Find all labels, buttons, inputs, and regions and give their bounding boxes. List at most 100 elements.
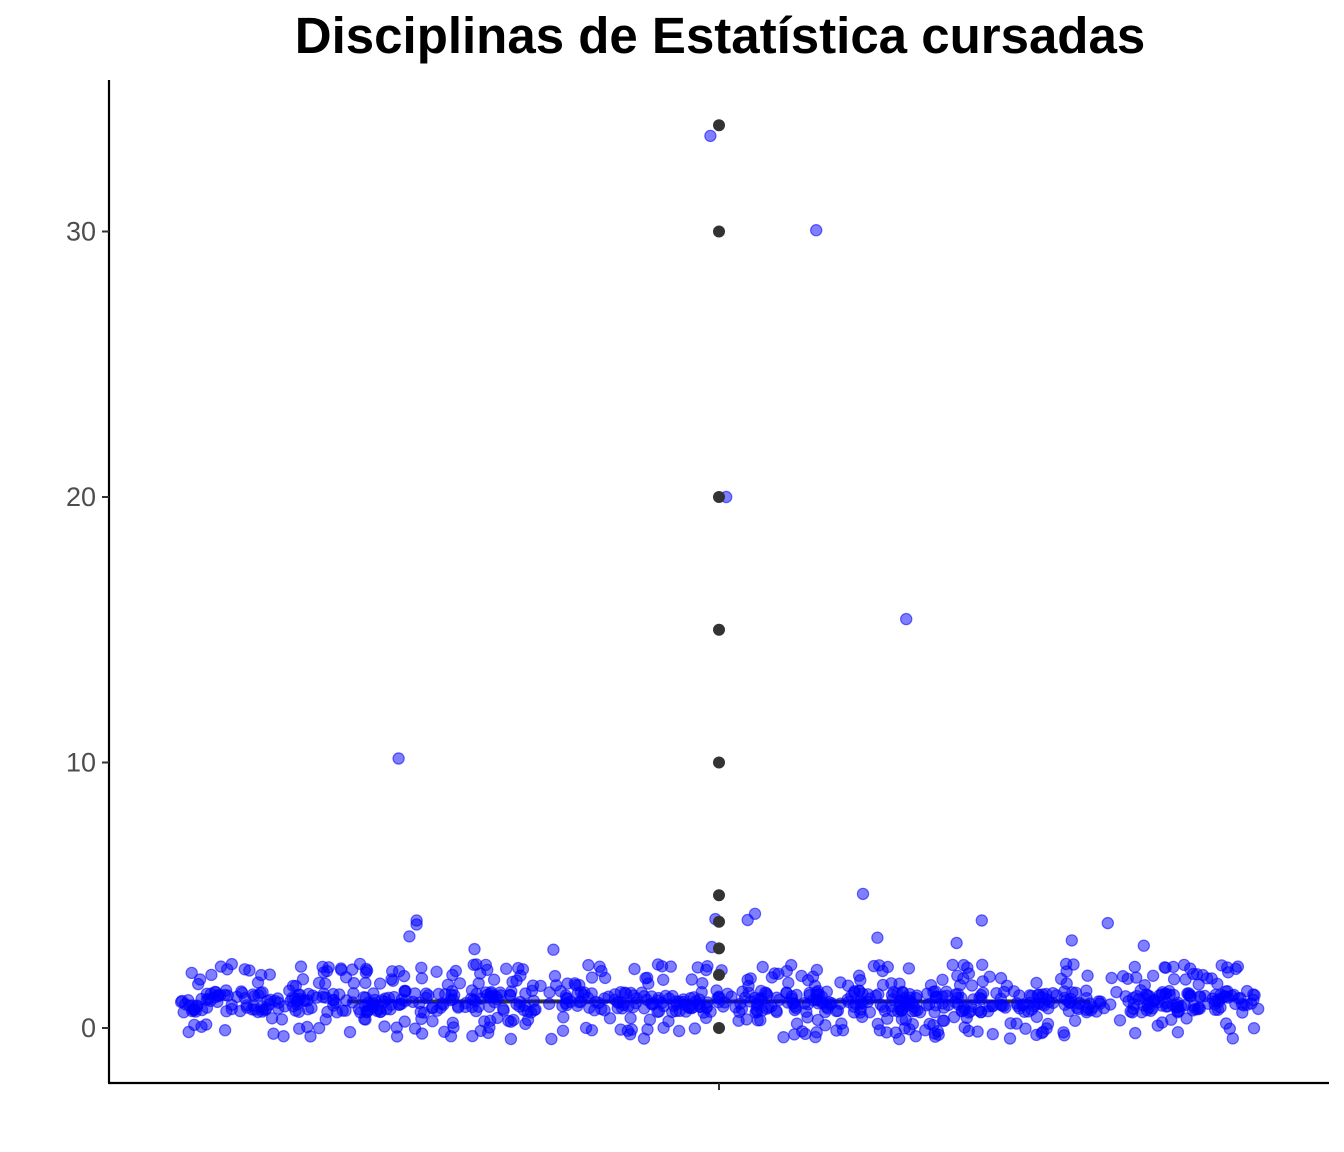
jitter-point — [1126, 1006, 1139, 1019]
jitter-point — [1138, 979, 1152, 992]
jitter-point — [373, 977, 387, 990]
jitter-point — [927, 1018, 940, 1032]
jitter-point — [685, 973, 699, 986]
jitter-point — [275, 1013, 289, 1026]
jitter-point — [1196, 968, 1210, 982]
outlier-point — [713, 119, 725, 132]
jitter-point — [1000, 979, 1014, 993]
jitter-point — [1057, 1026, 1070, 1039]
jitter-point — [598, 971, 612, 985]
jitter-point — [464, 992, 478, 1006]
jitter-point — [986, 1027, 1000, 1041]
jitter-point — [453, 977, 467, 990]
jitter-point — [359, 966, 373, 979]
jitter-point — [810, 223, 823, 237]
outlier-points — [713, 119, 725, 1034]
jitter-point — [878, 1004, 892, 1018]
jitter-point — [556, 1024, 570, 1038]
jitter-point — [976, 958, 989, 972]
jitter-point — [598, 1004, 611, 1017]
jitter-point — [1171, 1000, 1185, 1014]
jitter-point — [1011, 999, 1025, 1013]
jitter-point — [638, 1002, 651, 1015]
jitter-point — [876, 978, 890, 992]
y-tick-label: 30 — [66, 217, 96, 247]
jitter-point — [1066, 986, 1079, 999]
jitter-point — [1211, 977, 1224, 991]
jitter-point — [235, 985, 248, 998]
jitter-point — [902, 962, 916, 975]
jitter-point — [1128, 960, 1142, 974]
jitter-point — [277, 1029, 290, 1043]
jitter-point — [415, 961, 428, 975]
jitter-point — [953, 978, 967, 992]
jitter-point — [267, 1027, 280, 1040]
jitter-point — [593, 960, 606, 973]
jitter-point — [618, 986, 632, 999]
jitter-point — [750, 999, 764, 1012]
jitter-point — [1141, 989, 1154, 1002]
jitter-point — [672, 1024, 686, 1038]
jitter-point — [220, 1005, 233, 1018]
jitter-point — [1247, 1021, 1261, 1035]
outlier-point — [713, 756, 725, 769]
y-tick-label: 0 — [81, 1013, 96, 1043]
jitter-point — [1219, 1017, 1233, 1030]
jitter-point — [327, 993, 340, 1007]
jitter-point — [701, 960, 714, 973]
jitter-point — [770, 1004, 783, 1017]
jitter-point — [1180, 1012, 1193, 1025]
outlier-point — [713, 225, 725, 238]
jitter-point — [936, 973, 949, 987]
jitter-point — [403, 930, 416, 943]
jitter-point — [1080, 984, 1093, 997]
jitter-point — [657, 973, 670, 987]
jitter-point — [1214, 1001, 1227, 1014]
jitter-point — [1068, 1014, 1082, 1028]
jitter-point — [976, 975, 990, 988]
jitter-point — [965, 979, 979, 992]
jitter-point — [255, 968, 268, 982]
jitter-point — [748, 907, 762, 921]
jitter-point — [1110, 985, 1123, 999]
jitter-point — [1065, 934, 1079, 947]
jitter-point — [549, 979, 563, 992]
jitter-point — [294, 960, 308, 973]
outlier-point — [713, 1022, 725, 1034]
jitter-point — [529, 1003, 542, 1016]
jitter-point — [410, 918, 423, 931]
jitter-point — [359, 976, 372, 990]
jitter-point — [657, 999, 670, 1013]
jitter-point — [810, 1025, 823, 1039]
jitter-point — [1193, 990, 1207, 1003]
outlier-point — [713, 491, 725, 503]
jitter-point — [957, 1001, 971, 1014]
jitter-point — [1153, 989, 1166, 1002]
jitter-point — [974, 1005, 988, 1019]
jitter-point — [718, 996, 732, 1009]
jitter-point — [504, 1015, 518, 1028]
jitter-point — [238, 963, 251, 976]
y-tick-label: 20 — [66, 482, 96, 512]
jitter-point — [836, 1023, 850, 1037]
jitter-point — [856, 887, 870, 901]
jitter-point — [304, 1030, 317, 1043]
jitter-point — [481, 963, 494, 977]
jitter-point — [1122, 995, 1135, 1008]
jitter-point — [585, 1023, 599, 1037]
jitter-point — [975, 992, 988, 1006]
jitter-point — [1171, 1025, 1185, 1039]
jitter-point — [260, 1002, 273, 1015]
jitter-point — [1035, 1026, 1048, 1040]
jitter-point — [1101, 916, 1115, 930]
jitter-point — [390, 1030, 404, 1043]
jitter-point — [1093, 997, 1107, 1010]
jitter-point — [353, 957, 367, 971]
jitter-point — [272, 996, 285, 1009]
jitter-point — [504, 1032, 518, 1046]
jitter-point — [1163, 988, 1176, 1001]
jitter-point — [811, 997, 825, 1010]
jitter-point — [449, 964, 462, 978]
jitter-point — [569, 978, 582, 992]
jitter-point — [225, 957, 238, 971]
